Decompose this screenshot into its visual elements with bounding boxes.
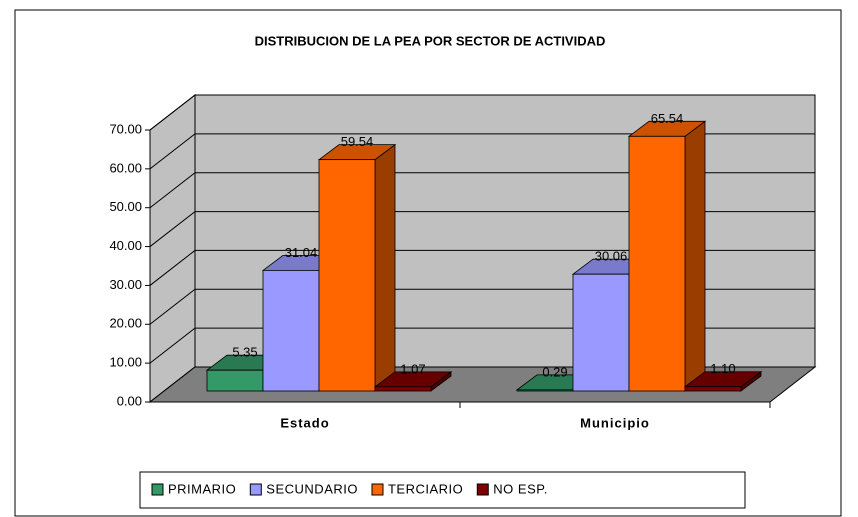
grid-line	[149, 94, 815, 131]
legend-box	[139, 471, 746, 509]
bar	[374, 386, 432, 392]
legend-label: SECUNDARIO	[266, 481, 358, 496]
y-tick-label: 10.00	[109, 355, 142, 370]
bar	[684, 386, 742, 392]
grid-line	[149, 133, 815, 170]
data-label: 65.54	[651, 111, 684, 126]
data-label: 0.29	[542, 364, 567, 379]
y-tick-label: 0.00	[117, 393, 142, 408]
legend-label: TERCIARIO	[388, 481, 463, 496]
y-tick-label: 70.00	[109, 121, 142, 136]
data-label: 1.07	[400, 361, 425, 376]
bar	[262, 269, 320, 392]
bar	[206, 369, 264, 392]
x-tick-label: Municipio	[580, 415, 650, 430]
data-label: 59.54	[341, 134, 374, 149]
data-label: 31.04	[285, 245, 318, 260]
legend-swatch	[476, 483, 489, 496]
legend-swatch	[371, 483, 384, 496]
y-tick-label: 60.00	[109, 160, 142, 175]
bar	[628, 135, 686, 392]
y-tick-label: 50.00	[109, 199, 142, 214]
bar	[572, 273, 630, 392]
data-label: 5.35	[232, 345, 257, 360]
y-tick-label: 30.00	[109, 277, 142, 292]
bar-side	[684, 120, 706, 392]
legend-label: NO ESP.	[493, 481, 548, 496]
bar	[318, 159, 376, 392]
legend-label: PRIMARIO	[168, 481, 236, 496]
legend-swatch	[249, 483, 262, 496]
grid-line	[149, 211, 815, 247]
grid-line	[149, 249, 815, 286]
chart-title: DISTRIBUCION DE LA PEA POR SECTOR DE ACT…	[255, 33, 606, 48]
y-tick-label: 20.00	[109, 316, 142, 331]
data-label: 1.10	[710, 361, 735, 376]
bar	[516, 389, 574, 392]
bar-side	[374, 143, 396, 392]
side-wall	[149, 93, 196, 404]
y-tick-label: 40.00	[109, 238, 142, 253]
legend-swatch	[151, 483, 164, 496]
x-tick-label: Estado	[280, 415, 329, 430]
data-label: 30.06	[595, 249, 628, 264]
grid-line	[149, 172, 815, 209]
